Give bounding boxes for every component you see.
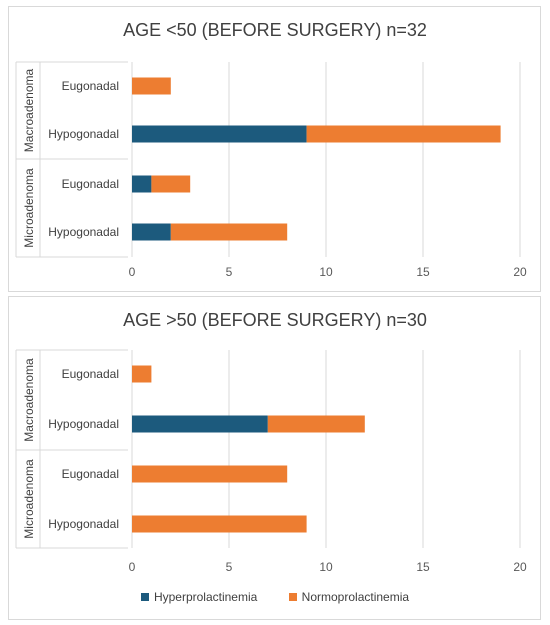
x-tick-label-0-2: 10	[319, 265, 333, 279]
category-label-0-2: Eugonadal	[62, 177, 119, 191]
group-label-1-1: Microadenoma	[22, 459, 36, 539]
bar-1-2-normo	[132, 465, 288, 483]
legend-label-normo: Normoprolactinemia	[301, 590, 410, 604]
bar-0-1-normo	[306, 125, 501, 143]
legend-swatch-normo	[288, 593, 297, 601]
x-tick-label-1-0: 0	[129, 560, 136, 574]
bar-0-2-normo	[151, 175, 191, 193]
category-label-0-3: Hypogonadal	[48, 225, 119, 239]
x-tick-label-0-1: 5	[226, 265, 233, 279]
category-label-1-2: Eugonadal	[62, 467, 119, 481]
group-label-1-0: Macroadenoma	[22, 358, 36, 442]
legend-item-hyper: Hyperprolactinemia	[140, 590, 258, 604]
chart-title-bottom: AGE >50 (BEFORE SURGERY) n=30	[123, 310, 427, 330]
x-tick-label-0-3: 15	[416, 265, 430, 279]
panel-frame-top	[8, 6, 541, 292]
group-label-0-1: Microadenoma	[22, 168, 36, 248]
bar-1-3-normo	[132, 515, 307, 533]
legend-item-normo: Normoprolactinemia	[288, 590, 410, 604]
bar-1-1-normo	[267, 415, 365, 433]
bar-1-1-hyper	[132, 415, 268, 433]
x-tick-label-1-3: 15	[416, 560, 430, 574]
bar-0-1-hyper	[132, 125, 307, 143]
group-label-0-0: Macroadenoma	[22, 68, 36, 152]
category-label-0-0: Eugonadal	[62, 79, 119, 93]
chart-legend: Hyperprolactinemia Normoprolactinemia	[0, 590, 550, 604]
bar-0-3-hyper	[132, 223, 171, 241]
category-label-1-1: Hypogonadal	[48, 417, 119, 431]
bar-1-0-normo	[132, 365, 152, 383]
category-label-1-0: Eugonadal	[62, 367, 119, 381]
x-tick-label-0-0: 0	[129, 265, 136, 279]
x-tick-label-1-1: 5	[226, 560, 233, 574]
chart-title-top: AGE <50 (BEFORE SURGERY) n=32	[123, 20, 427, 40]
legend-label-hyper: Hyperprolactinemia	[153, 590, 258, 604]
x-tick-label-0-4: 20	[513, 265, 527, 279]
x-tick-label-1-2: 10	[319, 560, 333, 574]
bar-0-0-normo	[132, 77, 171, 95]
category-label-0-1: Hypogonadal	[48, 127, 119, 141]
bar-0-2-hyper	[132, 175, 152, 193]
legend-swatch-hyper	[140, 593, 149, 601]
bar-0-3-normo	[170, 223, 288, 241]
category-label-1-3: Hypogonadal	[48, 517, 119, 531]
x-tick-label-1-4: 20	[513, 560, 527, 574]
